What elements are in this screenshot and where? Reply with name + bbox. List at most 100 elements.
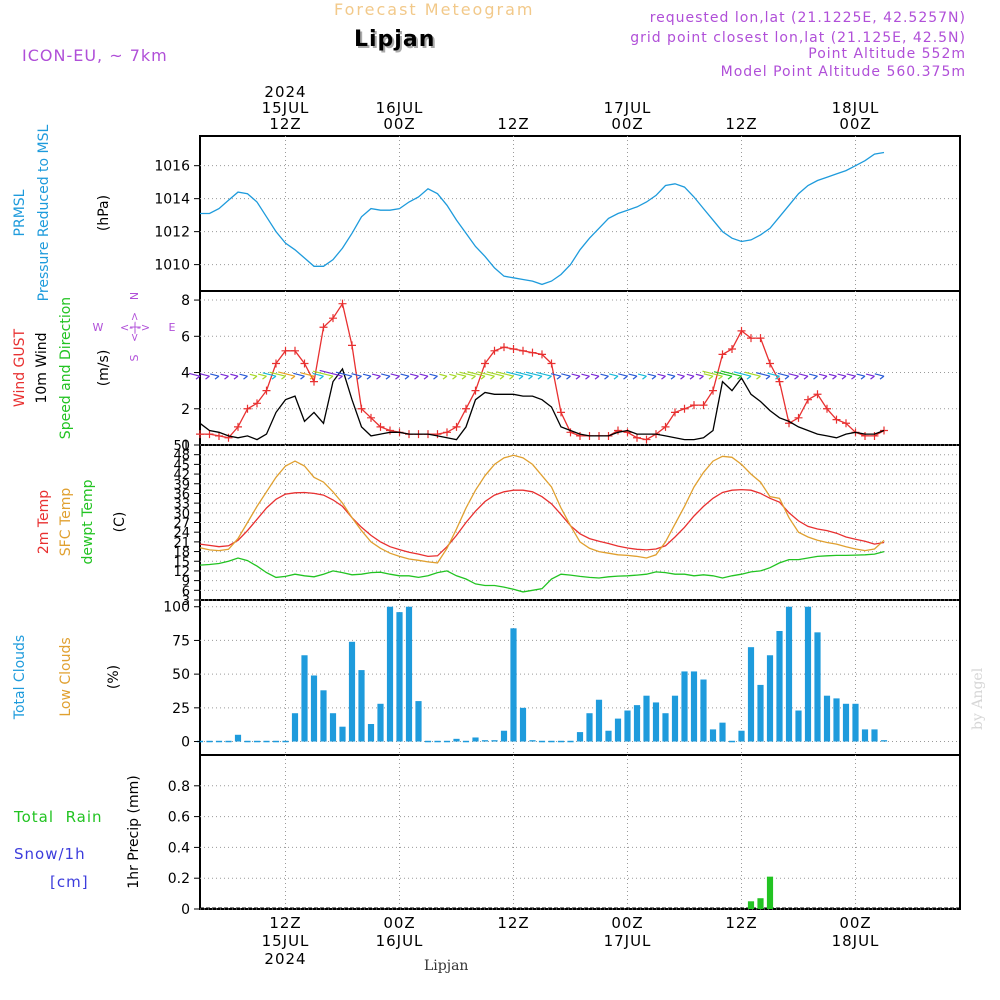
gust-marker bbox=[623, 428, 632, 437]
gust-marker bbox=[386, 426, 394, 435]
model-point-altitude: Model Point Altitude 560.375m bbox=[720, 64, 966, 80]
cloud-bar bbox=[519, 707, 527, 742]
rain-bar bbox=[757, 898, 764, 909]
y-tick-label: 3 bbox=[182, 594, 190, 609]
gust-marker bbox=[718, 350, 727, 359]
gust-marker bbox=[842, 419, 850, 428]
wind-barb bbox=[767, 372, 780, 380]
cloud-bar bbox=[652, 702, 660, 742]
watermark: by Angel bbox=[970, 667, 986, 730]
wind-barb bbox=[300, 372, 315, 380]
gust-marker bbox=[661, 422, 670, 431]
wind-barb bbox=[293, 372, 305, 380]
wind-barb bbox=[210, 373, 220, 380]
grid-point-coordinates: grid point closest lon,lat (21.125E, 42.… bbox=[630, 30, 966, 46]
cloud-bar bbox=[871, 729, 878, 742]
panel-labels: PRMSL Pressure Reduced to MSL (hPa) Wind GU… bbox=[12, 124, 176, 888]
wind-barb bbox=[409, 373, 419, 380]
wind-barb bbox=[590, 373, 600, 380]
wind-barb bbox=[362, 373, 372, 380]
gust-marker bbox=[709, 386, 717, 395]
gust-marker bbox=[272, 359, 280, 368]
gust-marker bbox=[224, 433, 233, 442]
y-tick-label: 0.6 bbox=[168, 810, 190, 826]
wind-barb bbox=[400, 373, 410, 380]
y-tick-label: 30 bbox=[173, 507, 190, 522]
wind-barb bbox=[777, 372, 790, 380]
y-tick-label: 1012 bbox=[154, 225, 190, 241]
cloud-bar bbox=[643, 695, 650, 742]
legend-total-rain: Total Rain bbox=[14, 808, 103, 826]
cloud-bar bbox=[576, 732, 584, 742]
gust-marker bbox=[253, 399, 261, 408]
gust-marker bbox=[547, 359, 556, 368]
wind-barb bbox=[837, 373, 847, 380]
requested-coordinates: requested lon,lat (21.1225E, 42.5257N) bbox=[649, 10, 966, 26]
y-tick-label: 6 bbox=[181, 329, 190, 345]
cloud-bar bbox=[415, 701, 422, 742]
wind-barb bbox=[808, 373, 818, 380]
wind-barb bbox=[703, 373, 714, 380]
cloud-bar bbox=[671, 695, 679, 742]
cloud-bar bbox=[595, 699, 603, 742]
gridlines bbox=[200, 136, 960, 910]
y-tick-label: 1010 bbox=[154, 258, 190, 274]
cloud-bar bbox=[367, 724, 375, 742]
cloud-bar bbox=[234, 734, 242, 742]
cloud-bar bbox=[738, 730, 745, 742]
y-tick-label: 1016 bbox=[154, 159, 190, 175]
cloud-bar bbox=[795, 710, 802, 742]
cloud-bar bbox=[633, 705, 641, 742]
gust-marker bbox=[471, 386, 480, 395]
time-label-top: 00Z bbox=[611, 115, 643, 133]
y-tick-label: 45 bbox=[173, 458, 190, 473]
wind-barb bbox=[550, 373, 562, 380]
y-tick-label: 51 bbox=[173, 439, 190, 454]
footer-location: Lipjan bbox=[424, 958, 469, 974]
time-label-top: 17JUL bbox=[604, 99, 652, 117]
temp-2m-line bbox=[199, 488, 885, 558]
wind-barb bbox=[846, 373, 856, 380]
cloud-bar bbox=[453, 738, 460, 742]
gust-marker bbox=[538, 350, 546, 359]
wind-barb bbox=[865, 373, 875, 380]
time-label-bottom: 00Z bbox=[839, 914, 871, 932]
y-tick-label: 24 bbox=[173, 526, 190, 541]
cloud-bar bbox=[861, 729, 869, 742]
cloud-bar bbox=[481, 740, 489, 742]
wind-barb bbox=[667, 373, 676, 380]
y-tick-label: 0 bbox=[181, 902, 190, 918]
cloud-bar bbox=[719, 722, 726, 742]
cloud-bar bbox=[681, 671, 688, 742]
wind-barb bbox=[561, 373, 571, 380]
rain-bar bbox=[766, 876, 774, 909]
wind-barb bbox=[390, 373, 400, 380]
time-label-top: 12Z bbox=[725, 115, 757, 133]
gust-marker bbox=[481, 359, 489, 368]
wind-barb bbox=[455, 373, 467, 380]
time-label-top: 12Z bbox=[497, 115, 529, 133]
gust-marker bbox=[813, 390, 822, 399]
y-tick-label: 0.4 bbox=[168, 840, 190, 856]
compass-south: S bbox=[128, 354, 141, 361]
gust-marker bbox=[329, 314, 337, 323]
cloud-bar bbox=[814, 632, 821, 742]
time-label-bottom: 00Z bbox=[611, 914, 643, 932]
wind-barb bbox=[257, 373, 267, 380]
time-label-top: 00Z bbox=[839, 115, 871, 133]
cloud-bar bbox=[377, 703, 384, 742]
cloud-bar bbox=[291, 713, 299, 742]
gust-marker bbox=[490, 346, 499, 355]
cloud-bar bbox=[339, 726, 346, 742]
panel-label: Pressure Reduced to MSL bbox=[36, 124, 52, 301]
cloud-bar bbox=[405, 606, 413, 742]
gust-marker bbox=[728, 344, 736, 353]
wind-barb bbox=[536, 371, 552, 380]
panel-label: Total Clouds bbox=[12, 635, 28, 720]
y-tick-label: 75 bbox=[172, 633, 190, 649]
wind-barb bbox=[756, 372, 771, 380]
wind-barb bbox=[818, 373, 828, 380]
gust-marker bbox=[357, 404, 366, 413]
dewpoint-line bbox=[199, 550, 885, 593]
cloud-bar bbox=[510, 628, 517, 742]
